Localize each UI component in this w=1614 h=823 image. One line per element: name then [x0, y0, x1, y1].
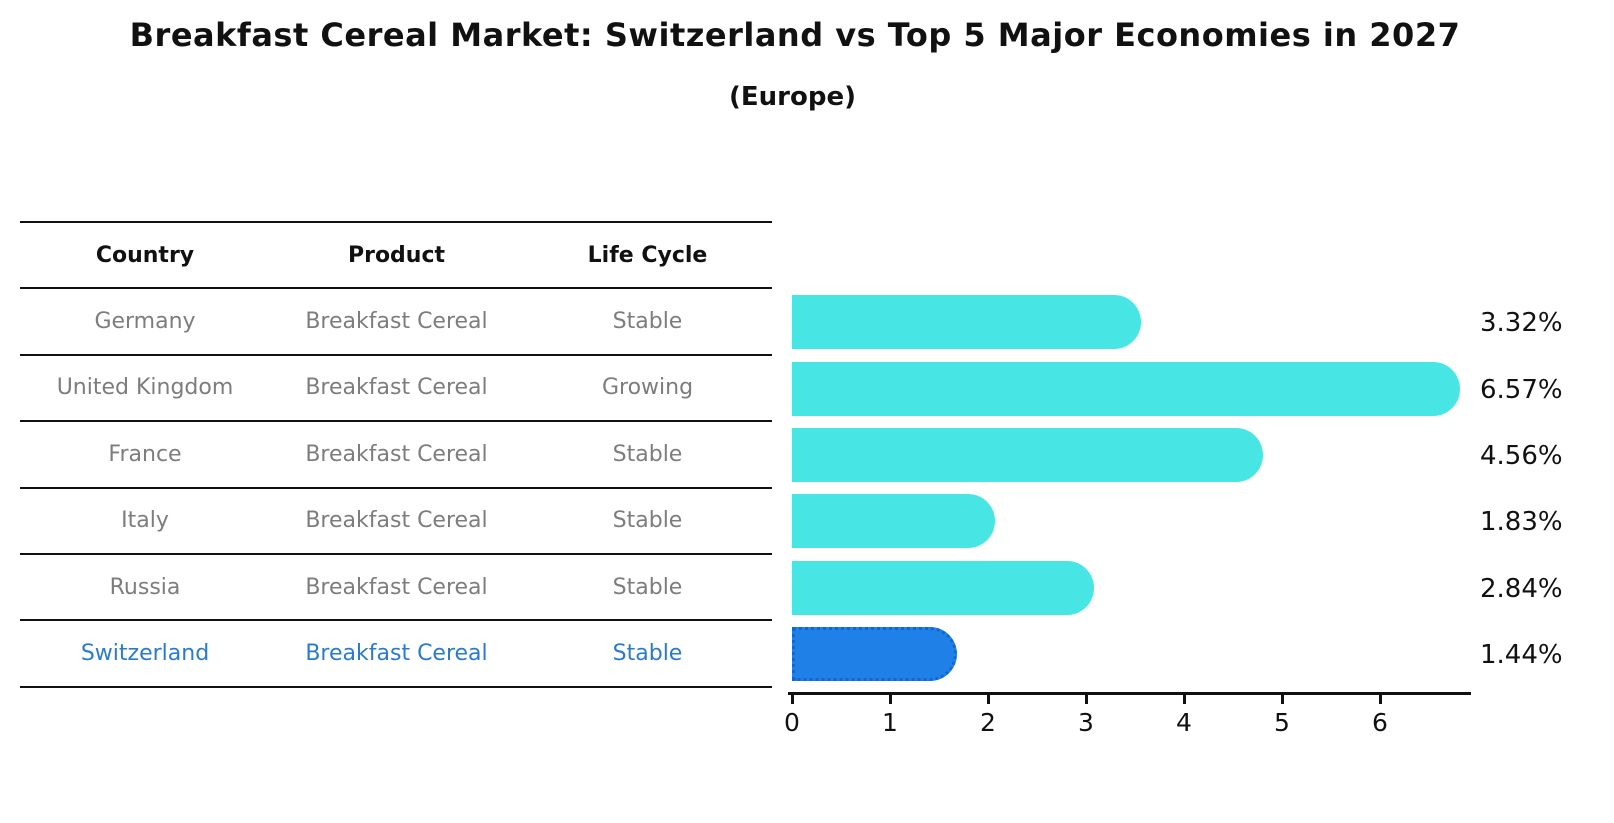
table-row: France Breakfast Cereal Stable — [20, 422, 772, 489]
x-axis-tick — [1182, 692, 1186, 704]
value-label: 1.44% — [1480, 640, 1563, 671]
column-header-product: Product — [347, 242, 446, 268]
bar-switzerland — [792, 627, 958, 682]
x-axis-tick — [1378, 692, 1382, 704]
x-axis-tick — [1084, 692, 1088, 704]
life-cycle-cell: Stable — [612, 508, 683, 534]
value-label: 6.57% — [1480, 374, 1563, 405]
product-cell: Breakfast Cereal — [305, 309, 488, 335]
x-axis-tick — [986, 692, 990, 704]
x-axis-tick — [790, 692, 794, 704]
country-cell: Italy — [121, 508, 169, 534]
table-row: Germany Breakfast Cereal Stable — [20, 289, 772, 356]
bar-italy — [792, 494, 996, 549]
x-axis-tick — [1280, 692, 1284, 704]
life-cycle-cell: Stable — [612, 441, 683, 467]
life-cycle-cell: Stable — [612, 574, 683, 600]
x-axis-tick — [888, 692, 892, 704]
table-body: Germany Breakfast Cereal Stable United King… — [20, 289, 772, 688]
life-cycle-cell: Stable — [612, 641, 683, 667]
bar-germany — [792, 295, 1142, 350]
x-axis-tick-label: 2 — [980, 708, 996, 737]
x-axis-line — [788, 692, 1471, 695]
country-cell: Russia — [109, 574, 181, 600]
product-cell: Breakfast Cereal — [305, 574, 488, 600]
country-cell: Germany — [94, 309, 196, 335]
bar-united-kingdom — [792, 361, 1460, 416]
x-axis-tick-label: 1 — [882, 708, 898, 737]
table-row: Russia Breakfast Cereal Stable — [20, 555, 772, 622]
value-label: 1.83% — [1480, 507, 1563, 538]
bar-france — [792, 428, 1263, 482]
product-cell: Breakfast Cereal — [305, 441, 488, 467]
x-axis-tick-label: 5 — [1274, 708, 1290, 737]
value-label: 2.84% — [1480, 573, 1563, 604]
x-axis-tick-label: 4 — [1176, 708, 1192, 737]
product-cell: Breakfast Cereal — [305, 641, 488, 667]
table-row: Switzerland Breakfast Cereal Stable — [20, 621, 772, 688]
chart-title: Breakfast Cereal Market: Switzerland vs … — [129, 16, 1461, 54]
bar-russia — [792, 560, 1095, 615]
chart-subtitle: (Europe) — [729, 82, 856, 112]
product-cell: Breakfast Cereal — [305, 375, 488, 401]
country-cell: Switzerland — [80, 641, 210, 667]
country-cell: United Kingdom — [56, 375, 234, 401]
table-row: United Kingdom Breakfast Cereal Growing — [20, 356, 772, 423]
value-label: 3.32% — [1480, 308, 1563, 339]
life-cycle-cell: Growing — [601, 375, 694, 401]
product-cell: Breakfast Cereal — [305, 508, 488, 534]
country-cell: France — [108, 441, 182, 467]
x-axis-tick-label: 3 — [1078, 708, 1094, 737]
column-header-life-cycle: Life Cycle — [587, 242, 708, 268]
value-label: 4.56% — [1480, 441, 1563, 471]
column-header-country: Country — [95, 242, 195, 268]
life-cycle-cell: Stable — [612, 309, 683, 335]
x-axis-tick-label: 6 — [1372, 708, 1388, 737]
table-header-row: Country Product Life Cycle — [20, 223, 772, 290]
table-row: Italy Breakfast Cereal Stable — [20, 489, 772, 555]
x-axis-tick-label: 0 — [784, 708, 800, 737]
country-table: Country Product Life Cycle Germany Breakf… — [20, 221, 772, 688]
